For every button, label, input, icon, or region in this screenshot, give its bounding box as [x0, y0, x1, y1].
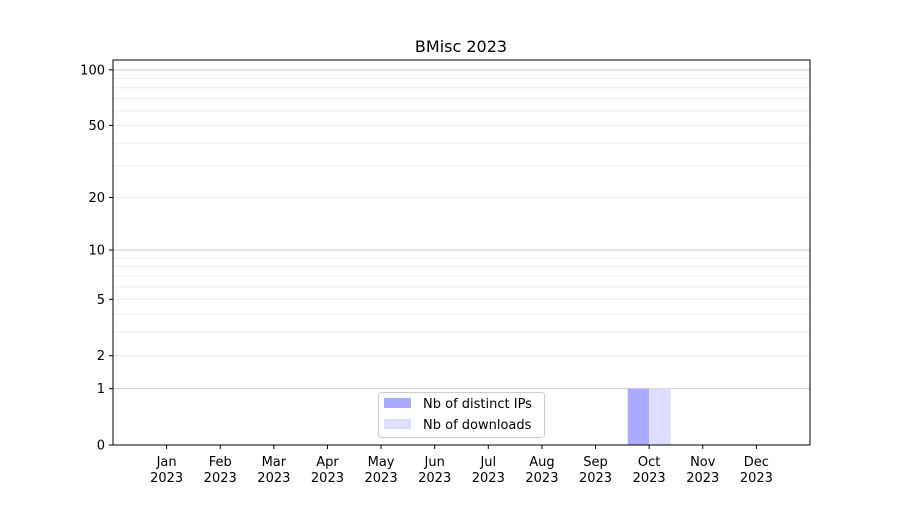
y-tick-label: 1 — [97, 382, 105, 397]
y-tick-label: 2 — [97, 349, 105, 364]
x-tick-label: Jul 2023 — [472, 455, 505, 486]
x-tick-label: Sep 2023 — [579, 455, 612, 486]
y-tick-label: 10 — [88, 244, 105, 259]
y-tick-label: 0 — [97, 439, 105, 454]
plot-frame — [112, 59, 811, 446]
legend-label: Nb of distinct IPs — [423, 397, 532, 412]
x-tick-label: Feb 2023 — [204, 455, 237, 486]
legend-swatch — [384, 398, 411, 408]
bar-nb-of-distinct-ips — [627, 388, 650, 445]
legend-box — [378, 392, 545, 438]
y-tick-label: 5 — [97, 293, 105, 308]
x-tick-label: May 2023 — [365, 455, 398, 486]
x-tick-label: Aug 2023 — [525, 455, 558, 486]
legend-label: Nb of downloads — [423, 418, 532, 433]
x-tick-label: Mar 2023 — [257, 455, 290, 486]
y-tick-label: 100 — [80, 63, 105, 78]
x-tick-label: Jan 2023 — [150, 455, 183, 486]
x-tick-label: Dec 2023 — [740, 455, 773, 486]
bar-nb-of-downloads — [649, 388, 671, 445]
y-tick-label: 50 — [88, 119, 105, 134]
x-tick-label: Oct 2023 — [633, 455, 666, 486]
x-tick-label: Nov 2023 — [686, 455, 719, 486]
y-tick-label: 20 — [88, 191, 105, 206]
x-tick-label: Apr 2023 — [311, 455, 344, 486]
chart-title: BMisc 2023 — [415, 37, 507, 56]
legend: Nb of distinct IPs Nb of downloads — [378, 392, 545, 438]
x-tick-label: Jun 2023 — [418, 455, 451, 486]
legend-swatch — [384, 419, 411, 429]
